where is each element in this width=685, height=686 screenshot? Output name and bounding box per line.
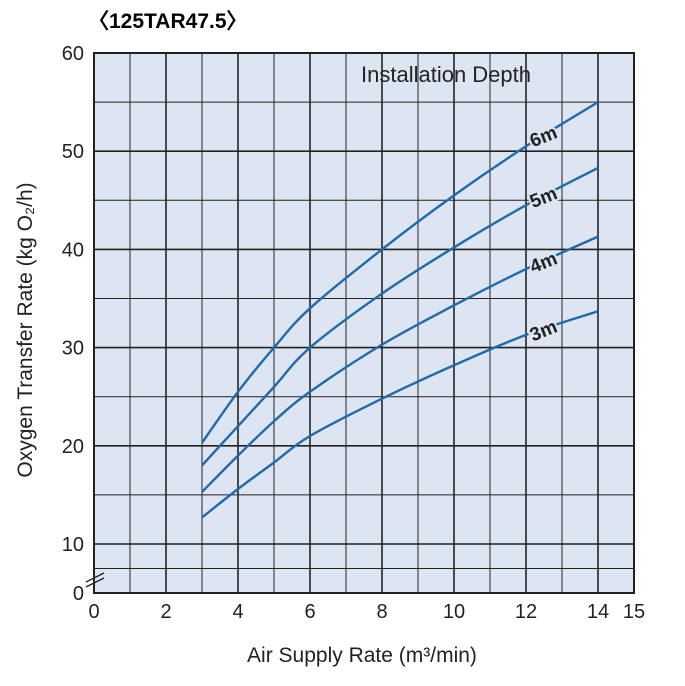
x-tick-label: 0 — [88, 601, 99, 623]
series-line-6m — [201, 101, 599, 444]
x-tick-label: 12 — [515, 601, 537, 623]
series-line-5m — [201, 166, 599, 467]
y-axis-label: Oxygen Transfer Rate (kg O₂/h) — [14, 182, 37, 477]
x-tick-label: 6 — [304, 601, 315, 623]
y-tick-label: 0 — [73, 583, 84, 605]
axis-break-mark — [85, 572, 105, 583]
x-tick-label: 2 — [160, 601, 171, 623]
legend-title: Installation Depth — [361, 62, 531, 87]
x-tick-label: 4 — [232, 601, 243, 623]
y-tick-label: 60 — [62, 43, 84, 65]
y-tick-label: 50 — [62, 141, 84, 163]
y-tick-label: 10 — [62, 534, 84, 556]
x-axis-label: Air Supply Rate (m³/min) — [247, 644, 477, 667]
axis-break-mark — [85, 577, 105, 588]
chart-title: 〈125TAR47.5〉 — [88, 9, 248, 33]
y-tick-label: 30 — [62, 338, 84, 360]
plot-area — [94, 53, 634, 593]
series-line-4m — [201, 235, 599, 493]
plot-border — [93, 52, 635, 594]
x-tick-label: 8 — [376, 601, 387, 623]
y-tick-label: 20 — [62, 436, 84, 458]
x-tick-label: 14 — [587, 601, 609, 623]
y-tick-label: 40 — [62, 239, 84, 261]
x-tick-label: 10 — [443, 601, 465, 623]
series-line-3m — [201, 310, 599, 519]
x-tick-label: 15 — [623, 601, 645, 623]
